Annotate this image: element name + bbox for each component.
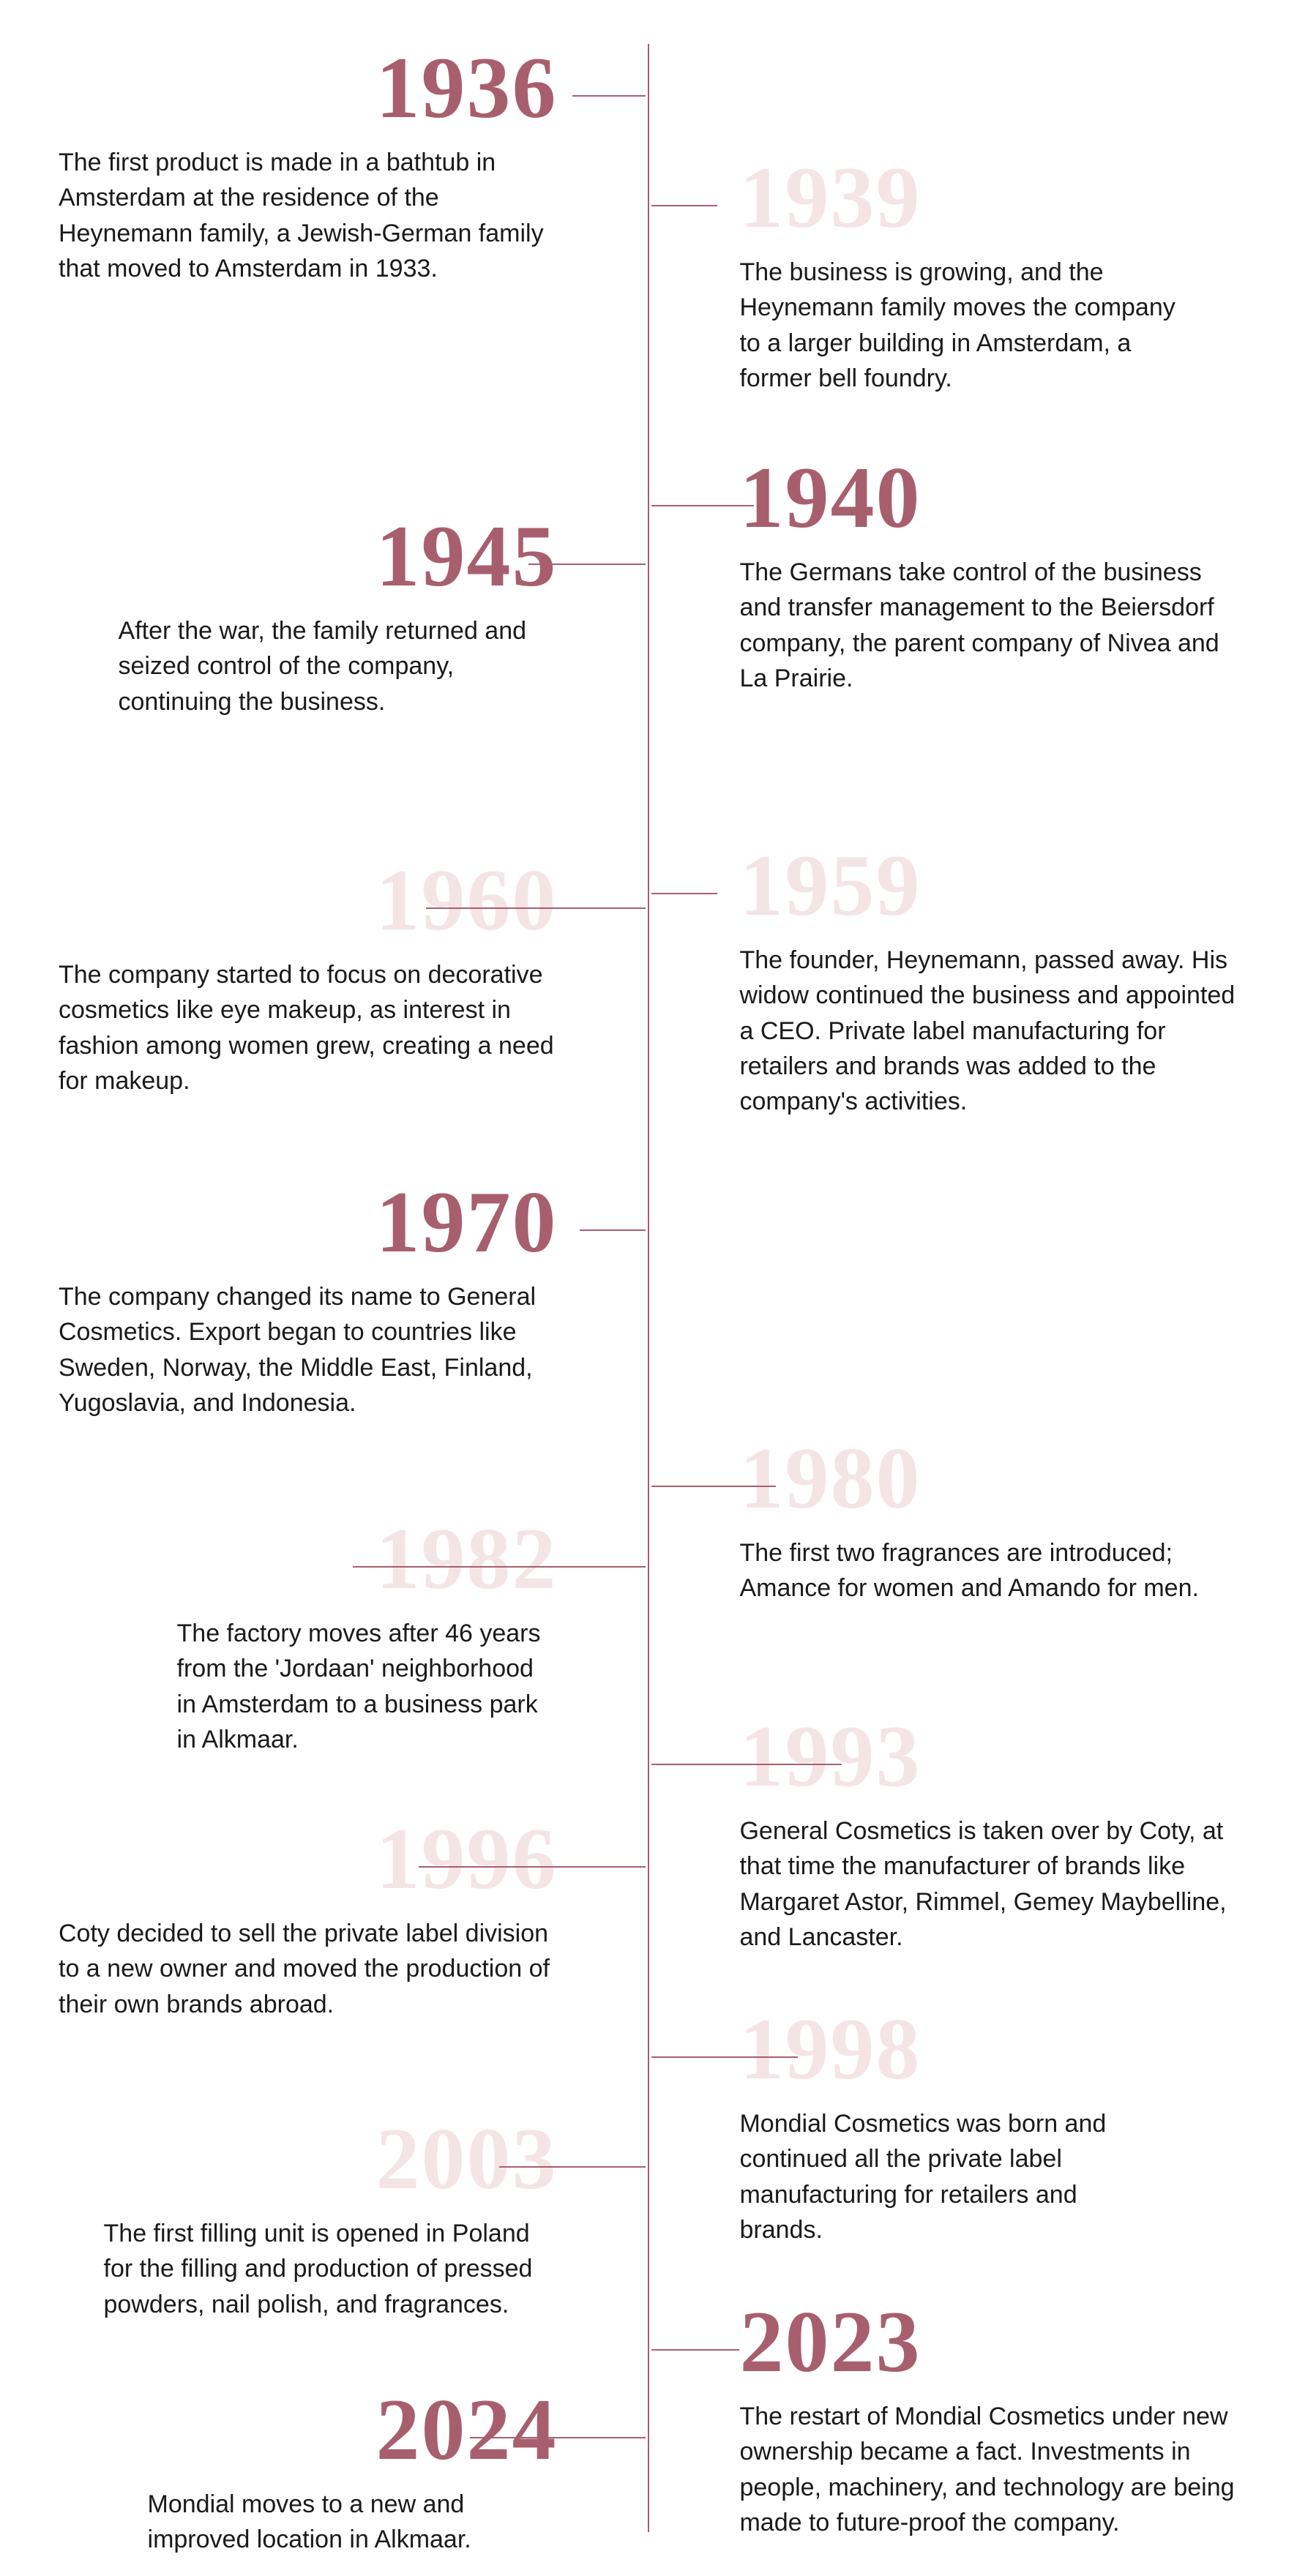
center-line (648, 44, 649, 2532)
entry-description: Mondial Cosmetics was born and continued… (739, 2106, 1149, 2247)
entry-description: The company changed its name to General … (59, 1279, 558, 1420)
timeline-entry-2024: 2024 Mondial moves to a new and improved … (59, 2386, 602, 2558)
timeline-entry-1936: 1936 The first product is made in a batht… (59, 44, 602, 286)
timeline-entry-1940: 1940 The Germans take control of the busi… (695, 454, 1238, 696)
connector (651, 2056, 798, 2058)
connector (470, 2437, 646, 2438)
entry-description: After the war, the family returned and s… (119, 613, 558, 719)
entry-description: General Cosmetics is taken over by Coty,… (739, 1813, 1238, 1955)
timeline-entry-1939: 1939 The business is growing, and the Hey… (695, 154, 1238, 396)
connector (651, 205, 717, 206)
year-label: 2024 (59, 2386, 558, 2474)
year-label: 1945 (59, 512, 558, 600)
entry-description: The Germans take control of the business… (739, 555, 1238, 696)
connector (580, 1229, 646, 1231)
timeline-entry-1996: 1996 Coty decided to sell the private lab… (59, 1815, 602, 2022)
year-label: 2003 (59, 2115, 558, 2203)
connector (419, 1866, 646, 1868)
entry-description: The company started to focus on decorati… (59, 957, 558, 1098)
year-label: 1970 (59, 1178, 558, 1266)
connector (651, 505, 754, 506)
connector (426, 907, 646, 909)
connector (353, 1566, 646, 1568)
timeline-container: 1936 The first product is made in a batht… (59, 44, 1238, 2532)
entry-description: The founder, Heynemann, passed away. His… (739, 943, 1238, 1119)
year-label: 1959 (739, 842, 1238, 929)
connector (651, 1486, 776, 1487)
entry-description: The business is growing, and the Heynema… (739, 255, 1193, 396)
connector (651, 2349, 739, 2351)
entry-description: Mondial moves to a new and improved loca… (148, 2487, 558, 2558)
year-label: 1960 (59, 856, 558, 944)
timeline-entry-1982: 1982 The factory moves after 46 years fro… (59, 1515, 602, 1757)
connector (651, 1764, 842, 1765)
year-label: 1980 (739, 1434, 1238, 1522)
timeline-entry-1960: 1960 The company started to focus on deco… (59, 856, 602, 1098)
timeline-entry-2023: 2023 The restart of Mondial Cosmetics und… (695, 2298, 1238, 2540)
connector (528, 564, 646, 565)
year-label: 1939 (739, 154, 1238, 242)
connector (572, 95, 646, 97)
connector (499, 2166, 646, 2168)
timeline-entry-2003: 2003 The first filling unit is opened in … (59, 2115, 602, 2322)
year-label: 1993 (739, 1712, 1238, 1800)
entry-description: The first two fragrances are introduced;… (739, 1535, 1238, 1606)
year-label: 1998 (739, 2005, 1238, 2093)
year-label: 1936 (59, 44, 558, 132)
timeline-entry-1998: 1998 Mondial Cosmetics was born and conti… (695, 2005, 1238, 2247)
timeline-entry-1980: 1980 The first two fragrances are introdu… (695, 1434, 1238, 1606)
entry-description: The first filling unit is opened in Pola… (104, 2216, 558, 2322)
timeline-entry-1993: 1993 General Cosmetics is taken over by C… (695, 1712, 1238, 1955)
entry-description: The factory moves after 46 years from th… (177, 1616, 558, 1757)
entry-description: The restart of Mondial Cosmetics under n… (739, 2399, 1238, 2540)
connector (651, 893, 717, 894)
entry-description: Coty decided to sell the private label d… (59, 1916, 558, 2022)
year-label: 1996 (59, 1815, 558, 1903)
year-label: 2023 (739, 2298, 1238, 2386)
year-label: 1940 (739, 454, 1238, 542)
timeline-entry-1945: 1945 After the war, the family returned a… (59, 512, 602, 719)
timeline-entry-1959: 1959 The founder, Heynemann, passed away.… (695, 842, 1238, 1119)
timeline-entry-1970: 1970 The company changed its name to Gene… (59, 1178, 602, 1420)
year-label: 1982 (59, 1515, 558, 1603)
entry-description: The first product is made in a bathtub i… (59, 145, 558, 286)
